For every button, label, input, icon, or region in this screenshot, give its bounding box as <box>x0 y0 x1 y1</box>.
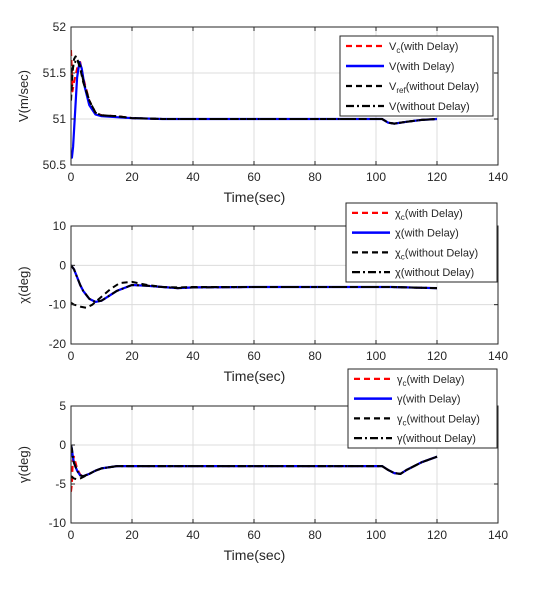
x-tick-label: 20 <box>125 170 139 184</box>
x-tick-label: 0 <box>68 170 75 184</box>
legend: Vc(with Delay) V(with Delay) Vref(without … <box>339 35 494 117</box>
x-tick-label: 60 <box>247 528 261 542</box>
x-tick-label: 80 <box>308 170 322 184</box>
axes-box <box>70 405 499 524</box>
y-tick-label: -20 <box>49 337 67 351</box>
legend-entry-1: χc(with Delay) <box>395 208 463 222</box>
series-line-4 <box>71 58 438 125</box>
x-tick-label: 120 <box>427 349 447 363</box>
series-group <box>71 444 438 492</box>
x-tick-label: 40 <box>186 170 200 184</box>
x-axis-label: Time(sec) <box>224 547 286 563</box>
legend-box <box>345 202 498 283</box>
y-tick-label: 50.5 <box>43 158 67 172</box>
x-tick-label: 40 <box>186 349 200 363</box>
x-axis-label: Time(sec) <box>224 368 286 384</box>
x-tick-label: 140 <box>488 170 508 184</box>
x-tick-label: 120 <box>427 528 447 542</box>
legend-entry-2: γ(with Delay) <box>397 394 461 406</box>
legend-entry-3: γc(without Delay) <box>397 413 480 427</box>
y-tick-label: -10 <box>49 516 67 530</box>
y-tick-label: 51.5 <box>43 66 67 80</box>
legend-box <box>347 368 498 449</box>
x-tick-label: 100 <box>366 349 386 363</box>
series-line-4 <box>71 264 438 303</box>
x-tick-label: 20 <box>125 528 139 542</box>
x-tick-label: 120 <box>427 170 447 184</box>
legend-entry-4: χ(without Delay) <box>395 267 474 279</box>
y-tick-label: 0 <box>59 258 66 272</box>
legend: γc(with Delay) γ(with Delay) γc(without De… <box>347 368 498 449</box>
legend-box <box>339 35 494 117</box>
x-tick-label: 60 <box>247 349 261 363</box>
chart-panel-3: 0 20 40 60 80 100 120 140 -10 -5 0 5 Time(sec) γ(deg)… <box>16 368 508 563</box>
legend: χc(with Delay) χ(with Delay) χc(without De… <box>345 202 498 283</box>
y-axis-label: V(m/sec) <box>16 70 31 122</box>
y-tick-label: 5 <box>59 399 66 413</box>
legend-entry-4: γ(without Delay) <box>397 433 476 445</box>
y-tick-label: 51 <box>53 112 67 126</box>
x-tick-label: 0 <box>68 349 75 363</box>
legend-entry-2: V(with Delay) <box>389 61 454 73</box>
x-tick-label: 20 <box>125 349 139 363</box>
axes-box <box>70 225 499 345</box>
series-group <box>71 49 438 159</box>
y-tick-label: 0 <box>59 438 66 452</box>
y-axis-label: γ(deg) <box>16 446 31 483</box>
y-tick-label: -10 <box>49 298 67 312</box>
x-tick-label: 80 <box>308 349 322 363</box>
x-tick-label: 40 <box>186 528 200 542</box>
x-tick-label: 140 <box>488 349 508 363</box>
y-tick-label: 10 <box>53 219 67 233</box>
legend-entry-1: Vc(with Delay) <box>389 41 458 55</box>
legend-entry-4: V(without Delay) <box>389 101 470 113</box>
chart-panel-2: 0 20 40 60 80 100 120 140 -20 -10 0 10 Time(sec) χ(de… <box>16 202 508 384</box>
legend-entry-3: Vref(without Delay) <box>389 81 479 95</box>
axes-box <box>70 26 499 166</box>
x-tick-label: 80 <box>308 528 322 542</box>
legend-entry-2: χ(with Delay) <box>395 228 459 240</box>
x-tick-label: 0 <box>68 528 75 542</box>
x-tick-label: 100 <box>366 528 386 542</box>
series-group <box>71 264 438 309</box>
y-tick-label: -5 <box>55 477 66 491</box>
y-tick-label: 52 <box>53 20 67 34</box>
x-tick-label: 140 <box>488 528 508 542</box>
chart-panel-1: 0 20 40 60 80 100 120 140 50.5 51 51.5 52 Time(sec) V… <box>16 20 508 205</box>
x-tick-label: 100 <box>366 170 386 184</box>
x-axis-label: Time(sec) <box>224 189 286 205</box>
legend-entry-3: χc(without Delay) <box>395 247 478 261</box>
y-axis-label: χ(deg) <box>16 266 31 303</box>
x-tick-label: 60 <box>247 170 261 184</box>
series-line-4 <box>71 444 438 478</box>
legend-entry-1: γc(with Delay) <box>397 374 465 388</box>
